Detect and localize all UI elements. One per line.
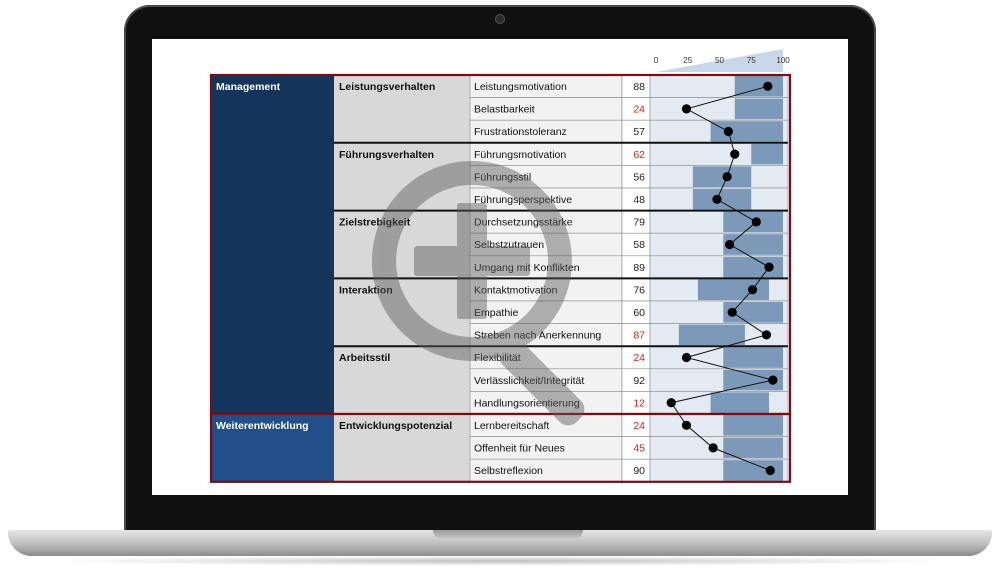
value-label: 58 [633,239,645,251]
data-point [681,104,692,114]
category-label: Zielstrebigkeit [339,217,411,229]
target-band [734,76,783,97]
camera-icon [496,15,504,23]
value-label: 56 [633,171,645,183]
item-label: Führungsstil [474,171,531,183]
category-label: Interaktion [339,284,393,296]
target-band [710,392,770,413]
group-label: Management [216,81,281,93]
data-point [712,194,722,204]
category-label: Arbeitsstil [339,352,390,364]
target-band [723,460,783,481]
target-band [723,256,783,278]
target-band [723,415,783,436]
value-label: 24 [633,104,645,116]
laptop-base-notch [433,530,583,539]
scale-tick-label: 0 [654,56,659,65]
group-label: Weiterentwicklung [216,420,309,432]
value-label: 76 [633,284,645,296]
item-label: Flexibilität [474,352,521,364]
value-label: 12 [633,397,645,409]
data-point [723,126,733,137]
value-label: 88 [633,81,645,93]
value-label: 57 [633,126,645,138]
category-label: Führungsverhalten [339,149,434,161]
item-label: Selbstzutrauen [474,239,544,251]
item-label: Empathie [474,307,519,319]
scale-wedge [656,49,783,72]
target-band [697,279,770,300]
item-label: Umgang mit Konflikten [474,262,580,274]
profile-chart: 0 25 50 75 100 Management Leistungsverhalten Le… [209,49,792,483]
group-cell [211,414,334,482]
category-cell [334,210,470,279]
category-label: Leistungsverhalten [339,81,435,93]
value-label: 45 [633,443,645,455]
target-band [723,302,783,323]
item-label: Frustrationstoleranz [474,126,567,138]
target-band [692,189,752,210]
data-point [727,307,737,317]
data-point [764,262,774,272]
item-label: Durchsetzungsstärke [474,217,573,229]
scale-tick-label: 75 [747,56,756,65]
category-cell [334,414,470,482]
data-point [763,81,773,91]
value-label: 92 [633,375,645,387]
item-label: Leistungsmotivation [474,81,567,93]
data-point [730,149,740,159]
data-point [765,465,775,476]
target-band [723,437,783,459]
data-point [768,375,778,385]
value-label: 60 [633,307,645,319]
value-label: 89 [633,262,645,274]
category-cell [334,75,470,143]
category-cell [334,346,470,414]
scale-tick-label: 50 [715,56,724,65]
group-border [209,412,792,483]
target-band [692,166,752,187]
laptop-shadow [40,556,960,566]
item-label: Belastbarkeit [474,104,535,116]
scale-tick-label: 100 [776,56,790,65]
target-band [710,121,783,142]
item-label: Kontaktmotivation [474,284,558,296]
value-label: 90 [633,465,645,477]
data-point [751,217,761,227]
data-point [681,420,692,430]
value-label: 24 [633,420,645,432]
data-point [708,443,718,453]
category-label: Entwicklungspotenzial [339,420,452,432]
item-label: Verlässlichkeit/Integrität [474,375,584,387]
target-band [678,324,745,346]
item-label: Offenheit für Neues [474,443,565,455]
screen: 0 25 50 75 100 Management Leistungsverhalten Le… [152,39,848,495]
data-point [747,285,758,295]
data-point [725,239,735,250]
item-label: Lernbereitschaft [474,420,549,432]
value-label: 48 [633,194,645,206]
item-label: Handlungsorientierung [474,397,580,409]
data-point [722,172,732,182]
data-point [681,352,692,363]
target-band [723,347,783,368]
value-label: 87 [633,330,645,342]
data-point [666,398,676,408]
value-label: 79 [633,217,645,229]
item-label: Selbstreflexion [474,465,543,477]
laptop-base [8,530,992,556]
scale-tick-label: 25 [683,56,692,65]
value-label: 24 [633,352,645,364]
item-label: Streben nach Anerkennung [474,330,601,342]
target-band [734,98,783,120]
item-label: Führungsperspektive [474,194,572,206]
data-point [761,330,772,340]
target-band [723,369,783,391]
item-label: Führungsmotivation [474,149,566,161]
group-cell [211,75,334,414]
target-band [751,143,783,165]
category-cell [334,142,470,211]
category-cell [334,278,470,347]
value-label: 62 [633,149,645,161]
